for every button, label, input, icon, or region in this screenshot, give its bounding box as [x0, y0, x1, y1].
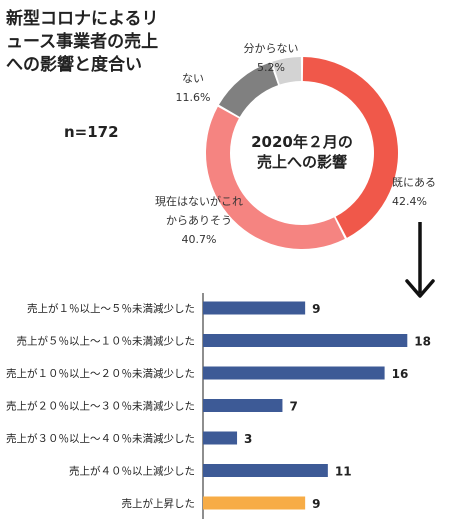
- slice-label: 11.6%: [176, 91, 211, 104]
- chart-title-line: ュース事業者の売上: [6, 32, 159, 52]
- value-label: 11: [335, 465, 352, 479]
- bar: [203, 464, 328, 477]
- value-label: 9: [312, 497, 320, 511]
- bar: [203, 431, 238, 445]
- donut-center-label: 2020年２月の: [251, 133, 353, 151]
- donut-center-label: 売上への影響: [257, 153, 347, 171]
- bar: [203, 334, 408, 347]
- slice-label: 分からない: [244, 42, 299, 55]
- category-label: 売上が１０％以上～２０％未満減少した: [6, 367, 195, 380]
- slice-label: 42.4%: [392, 195, 427, 208]
- category-label: 売上が３０％以上～４０％未満減少した: [6, 432, 195, 445]
- slice-label: からありそう: [166, 214, 232, 227]
- slice-label: 現在はないがこれ: [155, 194, 243, 208]
- value-label: 3: [244, 432, 252, 446]
- slice-label: 40.7%: [182, 233, 217, 246]
- down-arrow-icon: [405, 222, 435, 298]
- value-label: 9: [312, 302, 320, 316]
- category-label: 売上が５％以上～１０％未満減少した: [17, 335, 196, 348]
- donut-slice: [206, 106, 345, 250]
- bar: [203, 366, 385, 380]
- value-label: 16: [392, 367, 409, 381]
- category-label: 売上が４０％以上減少した: [69, 465, 195, 478]
- category-label: 売上が１％以上～５％未満減少した: [27, 302, 195, 315]
- chart-title: 新型コロナによるリ ュース事業者の売上 への影響と度合い: [6, 8, 184, 77]
- bar: [203, 301, 306, 315]
- bar: [203, 399, 283, 412]
- category-label: 売上が上昇した: [122, 497, 196, 510]
- donut-slice: [302, 57, 398, 238]
- donut-slice: [218, 62, 279, 117]
- slice-label: ない: [182, 72, 204, 85]
- value-label: 18: [414, 335, 431, 349]
- value-label: 7: [289, 400, 297, 414]
- chart-title-line: 新型コロナによるリ: [6, 9, 159, 29]
- category-label: 売上が２０％以上～３０％未満減少した: [6, 400, 195, 413]
- chart-title-line: への影響と度合い: [6, 55, 142, 75]
- sample-size-label: n=172: [64, 123, 119, 141]
- slice-label: 既にある: [392, 176, 436, 189]
- donut-slice: [272, 57, 302, 85]
- bar: [203, 496, 306, 510]
- slice-label: 5.2%: [257, 61, 285, 74]
